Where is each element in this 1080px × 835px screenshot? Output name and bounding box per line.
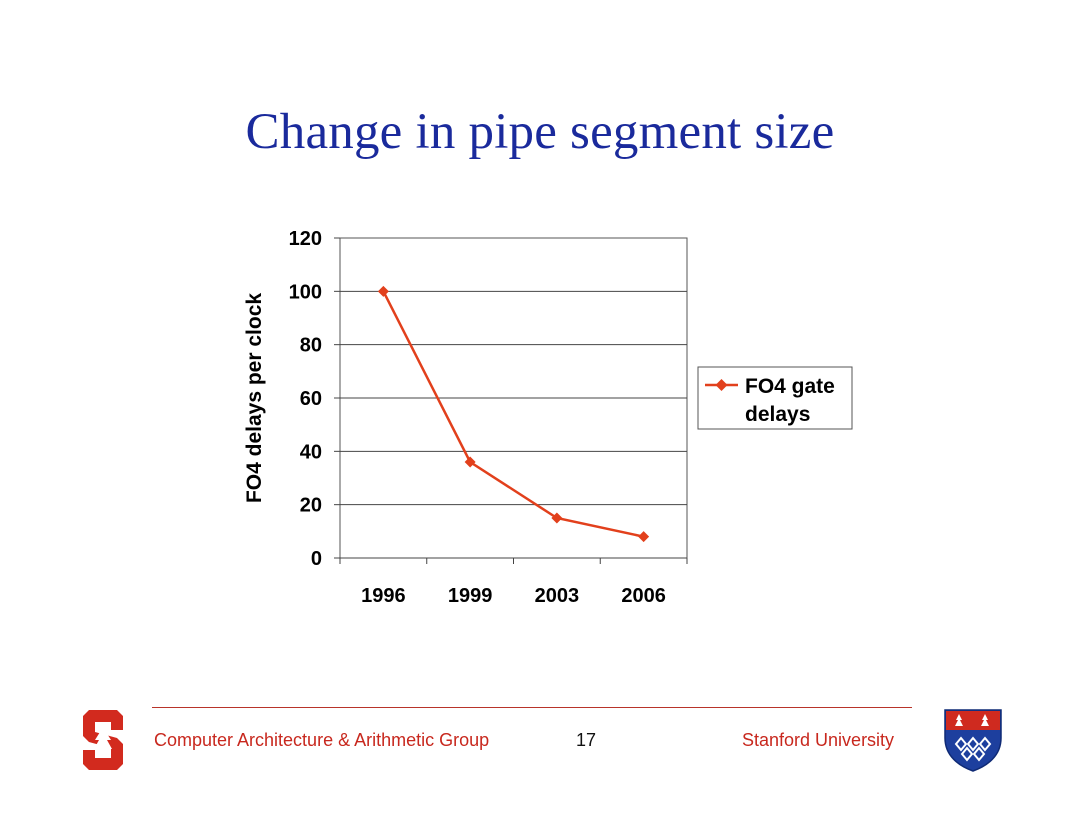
slide-title: Change in pipe segment size: [245, 104, 835, 160]
data-point-marker: [551, 512, 563, 524]
y-tick-label: 20: [300, 495, 322, 517]
series-line: [382, 290, 644, 538]
footer-university-name: Stanford University: [742, 730, 895, 750]
stanford-block-s-tree-icon: [83, 710, 123, 770]
y-tick-label: 80: [300, 335, 322, 357]
y-tick-label: 0: [311, 548, 322, 570]
chart-series: [377, 285, 650, 543]
data-point-marker: [377, 285, 389, 297]
crest-shield-icon: [944, 709, 1002, 772]
footer-group-name: Computer Architecture & Arithmetic Group: [154, 730, 490, 750]
y-tick-label: 120: [289, 228, 322, 250]
x-tick-label: 2006: [621, 585, 666, 607]
chart-legend: FO4 gate delays: [697, 366, 853, 430]
legend-label-line-2: delays: [745, 403, 810, 426]
footer-divider: [152, 707, 912, 708]
chart-axes: 0 20 40 60 80 100 120 1996 1999 2003 2006: [289, 228, 688, 607]
data-point-marker: [638, 531, 650, 543]
x-tick-label: 2003: [535, 585, 580, 607]
legend-label-line-1: FO4 gate: [745, 375, 835, 398]
y-tick-label: 100: [289, 281, 322, 303]
chart-gridlines: [339, 237, 688, 559]
data-point-marker: [464, 456, 476, 468]
footer-page-number: 17: [576, 730, 597, 750]
y-tick-label: 60: [300, 388, 322, 410]
legend-box: [697, 366, 853, 430]
y-tick-label: 40: [300, 441, 322, 463]
x-tick-label: 1996: [361, 585, 406, 607]
x-tick-label: 1999: [448, 585, 493, 607]
legend-diamond-marker: [715, 379, 728, 391]
y-axis-title: FO4 delays per clock: [243, 293, 266, 503]
